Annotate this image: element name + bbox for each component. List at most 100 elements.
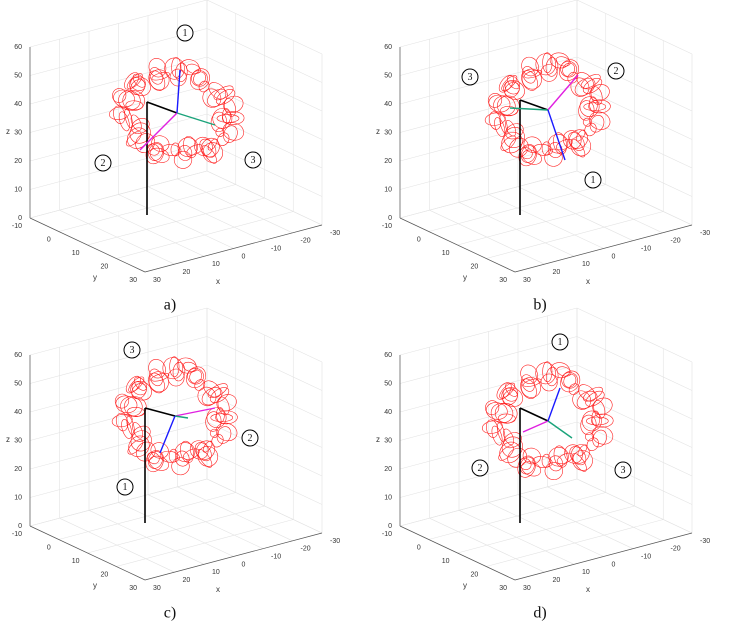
- trajectory-loop: [125, 131, 142, 147]
- trajectory-loop: [207, 383, 228, 398]
- trajectory-loop: [553, 445, 568, 468]
- marker-circle: [471, 459, 489, 477]
- trajectory-loop: [562, 62, 576, 77]
- trajectory-loop: [567, 132, 585, 151]
- trajectory-loop: [521, 56, 539, 77]
- trajectory-loop: [207, 88, 228, 107]
- y-tick-label: 30: [129, 277, 137, 284]
- x-tick-label: -20: [301, 238, 311, 245]
- trajectory-loop: [572, 453, 587, 472]
- z-tick-label: 0: [388, 523, 392, 530]
- trajectory-loop: [487, 93, 503, 108]
- trajectory-loop: [147, 451, 163, 469]
- y-tick-label: 0: [47, 236, 51, 243]
- arm: [547, 387, 561, 422]
- trajectory-loop: [209, 428, 219, 438]
- arm: [174, 415, 189, 419]
- marker-circle: [176, 24, 194, 42]
- trajectory-loop: [135, 441, 156, 462]
- z-tick-label: 10: [384, 186, 392, 193]
- trajectory-loop: [522, 149, 542, 165]
- z-tick-label: 40: [14, 409, 22, 416]
- trajectory-loop: [194, 442, 212, 462]
- trajectory-loop: [197, 449, 213, 468]
- trajectory-loop: [202, 142, 224, 163]
- trajectory-loop: [521, 68, 542, 90]
- trajectory-loop: [174, 442, 196, 462]
- x-tick-label: -20: [671, 546, 681, 553]
- y-tick-label: 20: [100, 263, 108, 270]
- trajectory-loop: [176, 357, 197, 374]
- trajectory-loop: [122, 90, 145, 111]
- grid-line: [118, 194, 234, 249]
- x-tick-label: 30: [523, 277, 531, 284]
- grid-line: [488, 502, 604, 557]
- x-axis-label: x: [586, 277, 590, 286]
- trajectory-loop: [491, 425, 503, 446]
- trajectory-loop: [586, 416, 609, 426]
- marker-label: 1: [591, 175, 596, 186]
- z-tick-label: 60: [14, 352, 22, 359]
- grid-line: [147, 186, 264, 241]
- z-tick-label: 0: [18, 523, 22, 530]
- trajectory-loop: [203, 380, 221, 398]
- caption: d): [533, 605, 546, 622]
- y-axis-label: y: [463, 273, 467, 282]
- trajectory-loop: [130, 380, 152, 401]
- trajectory-loop: [212, 108, 233, 129]
- trajectory-loop: [215, 89, 236, 105]
- trajectory-loop: [485, 400, 500, 416]
- trajectory-loop: [501, 387, 524, 407]
- marker-circle: [584, 171, 602, 189]
- trajectory-loop: [149, 67, 164, 85]
- trajectory-loop: [169, 356, 180, 378]
- trajectory-loop: [532, 143, 553, 156]
- z-tick-label: 60: [14, 44, 22, 51]
- trajectory-loop: [592, 397, 613, 415]
- trajectory-loop: [124, 108, 133, 129]
- grid-line: [88, 510, 205, 565]
- z-tick-label: 30: [384, 437, 392, 444]
- caption: a): [164, 297, 176, 314]
- trajectory-loop: [125, 375, 141, 394]
- trajectory-loop: [576, 72, 594, 90]
- z-tick-label: 10: [384, 494, 392, 501]
- trajectory-loop: [179, 59, 200, 76]
- trajectory-loop: [172, 362, 186, 382]
- trajectory-loop: [501, 75, 518, 92]
- z-tick-label: 40: [384, 101, 392, 108]
- marker-label: 1: [183, 28, 188, 39]
- trajectory-loop: [560, 370, 581, 393]
- trajectory-loop: [488, 111, 502, 130]
- trajectory-loop: [197, 446, 219, 467]
- grid-line: [206, 170, 323, 226]
- arm: [176, 69, 181, 114]
- y-axis-label: y: [93, 581, 97, 590]
- x-tick-label: -10: [271, 246, 281, 253]
- x-tick-label: 20: [183, 577, 191, 584]
- trajectory-loop: [585, 390, 605, 407]
- arm: [159, 415, 176, 454]
- grid-line: [177, 486, 293, 542]
- grid-line: [118, 502, 234, 557]
- z-tick-label: 50: [14, 72, 22, 79]
- trajectory-loop: [568, 383, 580, 395]
- trajectory-loop: [591, 410, 601, 427]
- arm: [522, 420, 549, 433]
- trajectory-loop: [115, 395, 138, 414]
- grid-line: [206, 478, 323, 534]
- trajectory-loop: [210, 413, 234, 422]
- marker-label: 2: [248, 433, 253, 444]
- trajectory-loop: [580, 74, 601, 89]
- grid-line: [59, 517, 175, 573]
- axis-line: [514, 224, 693, 273]
- trajectory-loop: [555, 56, 571, 67]
- trajectory-loop: [540, 373, 558, 392]
- y-tick-label: -10: [382, 531, 392, 538]
- trajectory-loop: [589, 96, 598, 112]
- marker-label: 2: [614, 66, 619, 77]
- grid-line: [59, 209, 175, 265]
- arm: [547, 109, 566, 161]
